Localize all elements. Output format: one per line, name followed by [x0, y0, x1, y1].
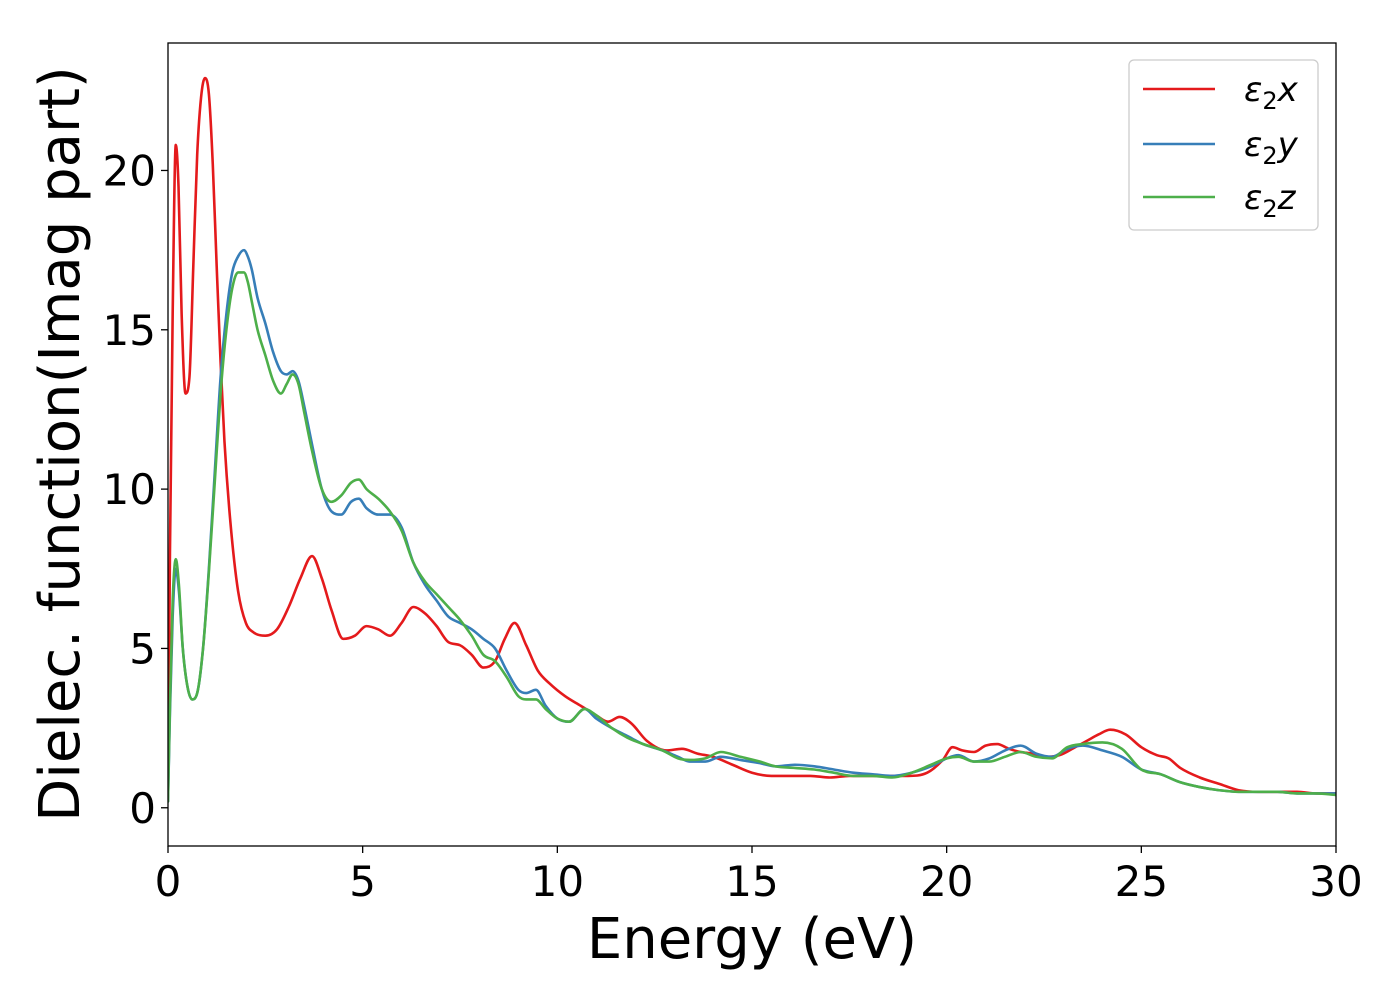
y-tick-label: 0	[129, 784, 156, 833]
x-tick-label: 30	[1309, 857, 1362, 906]
y-tick-label: 5	[129, 624, 156, 673]
legend-label-z: ε2z	[1244, 178, 1297, 223]
y-axis-label: Dielec. function(Imag part)	[28, 66, 93, 822]
series-line-y	[168, 248, 1336, 803]
y-tick-label: 15	[103, 306, 156, 355]
legend-label-x: ε2x	[1244, 70, 1299, 115]
series-line-x	[168, 76, 1336, 795]
x-tick-label: 10	[531, 857, 584, 906]
x-tick-label: 25	[1115, 857, 1168, 906]
x-axis-label: Energy (eV)	[587, 907, 917, 972]
y-tick-label: 10	[103, 465, 156, 514]
legend-box	[1128, 59, 1319, 231]
x-tick-label: 0	[155, 857, 182, 906]
legend: ε2x ε2y ε2z	[1128, 59, 1319, 231]
legend-label-y: ε2y	[1244, 125, 1299, 170]
y-tick-label: 20	[103, 146, 156, 195]
series-line-z	[168, 271, 1336, 803]
y-axis-ticks: 0 5 10 15 20	[103, 146, 168, 833]
x-tick-label: 15	[725, 857, 778, 906]
series-layer	[168, 76, 1336, 803]
x-tick-label: 5	[349, 857, 376, 906]
x-tick-label: 20	[920, 857, 973, 906]
x-axis-ticks: 0 5 10 15 20 25 30	[155, 846, 1363, 906]
